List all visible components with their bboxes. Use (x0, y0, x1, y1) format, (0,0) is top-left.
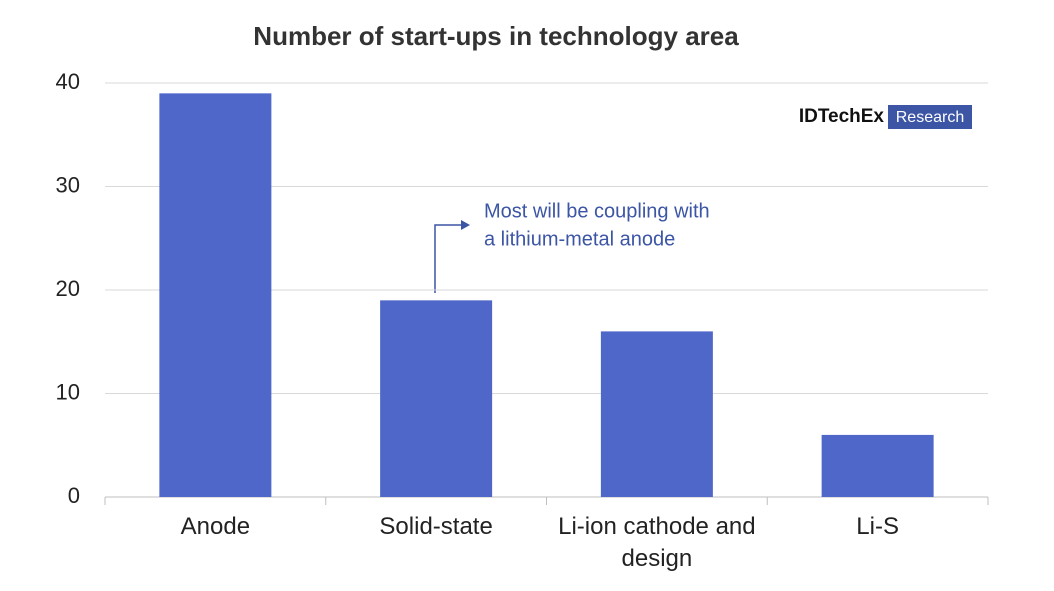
y-tick-label: 20 (56, 276, 80, 301)
bar (159, 93, 272, 497)
bar (600, 331, 713, 497)
x-tick-label: Anode (180, 513, 251, 540)
bar (380, 300, 493, 497)
y-tick-label: 0 (68, 483, 80, 508)
annotation-arrow (434, 224, 462, 293)
y-tick-label: 30 (56, 172, 80, 197)
x-tick-label: Li-S (856, 513, 899, 540)
chart-title: Number of start-ups in technology area (253, 21, 739, 51)
annotation-text: a lithium-metal anode (484, 228, 675, 250)
logo-tag: Research (896, 109, 964, 126)
bar (821, 434, 934, 497)
y-tick-label: 10 (56, 379, 80, 404)
arrow-head (461, 220, 470, 230)
logo-brand: IDTechEx (799, 106, 885, 127)
y-tick-label: 40 (56, 69, 80, 94)
annotation-text: Most will be coupling with (484, 200, 710, 222)
x-tick-label: Solid-state (379, 513, 493, 540)
x-tick-label: Li-ion cathode and design (558, 513, 756, 572)
logo-box (888, 105, 972, 129)
